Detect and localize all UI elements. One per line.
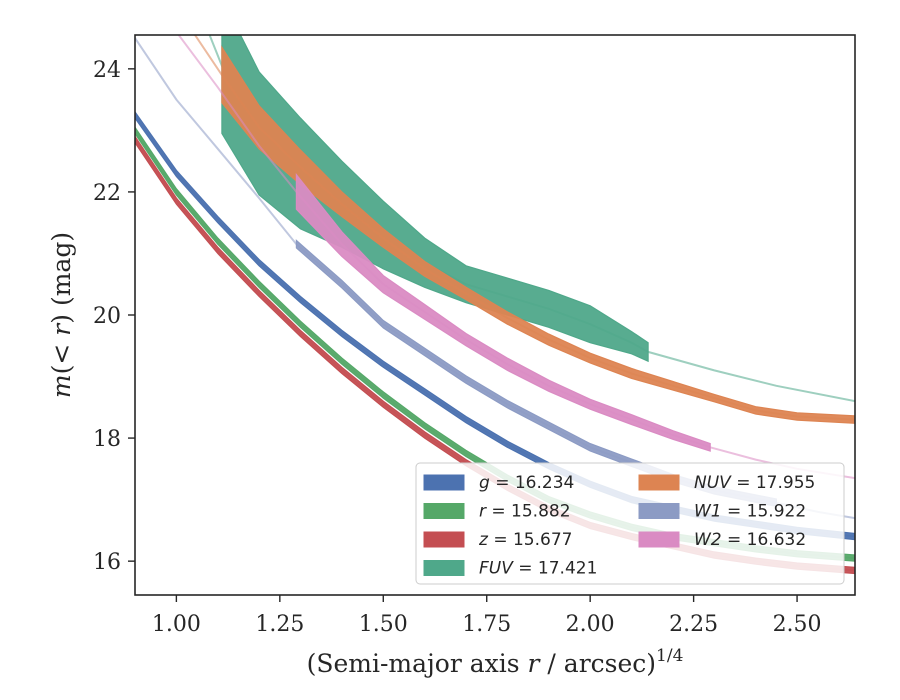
x-tick-label: 2.00 [566,612,615,637]
x-tick-label: 2.50 [773,612,822,637]
x-tick-label: 2.25 [669,612,718,637]
legend-label-nuv: NUV = 17.955 [694,473,815,493]
legend-swatch-w1 [638,503,680,519]
x-axis: 1.00 1.25 1.50 1.75 2.00 2.25 2.50 [152,595,822,637]
y-tick-label: 24 [93,58,121,83]
y-tick-label: 16 [93,550,121,575]
legend-label-w1: W1 = 15.922 [694,502,806,522]
series-z-band [135,135,855,575]
x-tick-label: 1.75 [462,612,511,637]
legend-label-w2: W2 = 16.632 [694,530,806,550]
y-tick-label: 22 [93,181,121,206]
series-nuv-model-line [193,35,855,421]
legend-swatch-z [423,531,465,548]
x-tick-label: 1.25 [255,612,304,637]
y-tick-label: 18 [93,427,121,452]
legend: g = 16.234 r = 15.882 z = 15.677 FUV = 17.4… [415,462,845,585]
x-axis-label: (Semi-major axis r / arcsec)1/4 [307,646,684,678]
y-axis-label: m(< r) (mag) [47,232,76,398]
y-axis: 16 18 20 22 24 [93,58,135,575]
series-nuv-band [221,45,855,424]
series-g-band [135,110,855,541]
legend-swatch-r [423,503,465,519]
legend-swatch-fuv [423,560,465,576]
legend-label-r: r = 15.882 [479,502,571,522]
legend-swatch-w2 [638,531,680,548]
legend-label-fuv: FUV = 17.421 [479,559,597,579]
y-tick-label: 20 [93,304,121,329]
legend-box [415,462,845,585]
series-w2-band [295,172,711,452]
legend-label-g: g = 16.234 [479,473,574,493]
legend-label-z: z = 15.677 [478,530,572,550]
legend-swatch-nuv [638,474,680,491]
legend-swatch-g [423,474,465,491]
x-tick-label: 1.00 [152,612,201,637]
x-tick-label: 1.50 [359,612,408,637]
series-r-band [135,126,855,562]
